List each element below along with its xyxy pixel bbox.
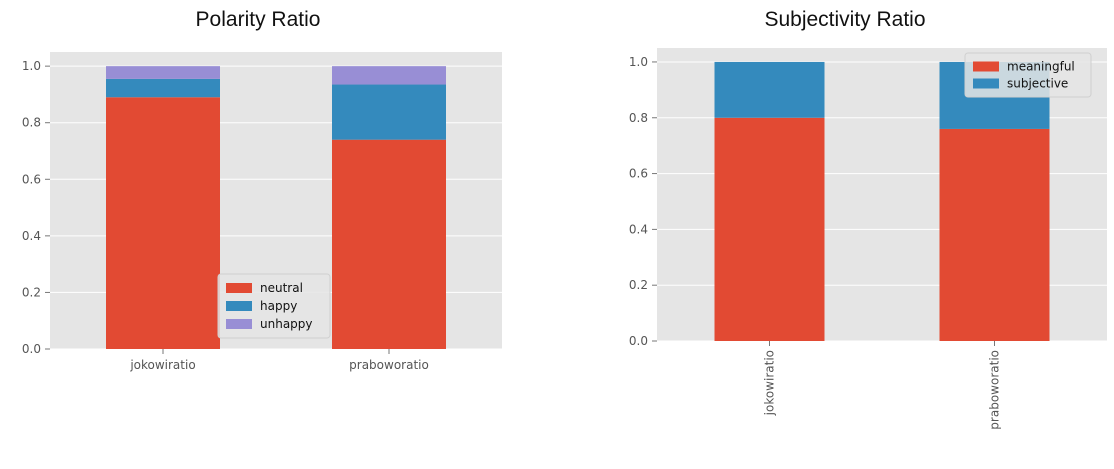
y-tick-label: 1.0 xyxy=(629,55,648,69)
bar-segment-subjective xyxy=(714,61,825,118)
legend-label: subjective xyxy=(1007,77,1068,91)
y-tick-label: 0.6 xyxy=(629,167,648,181)
bar-segment-neutral xyxy=(106,97,220,349)
subjectivity-chart-svg: 0.0 0.2 0.4 0.6 0.8 1.0 jokowiratio praboworati… xyxy=(629,48,1107,430)
y-tick-label: 0.0 xyxy=(22,342,41,356)
subjectivity-chart: Subjectivity Ratio 0.0 0.2 0.4 0.6 0.8 1.0 jok… xyxy=(557,0,1114,469)
y-tick-label: 1.0 xyxy=(22,59,41,73)
y-tick-label: 0.4 xyxy=(629,222,648,236)
y-tick-label: 0.2 xyxy=(22,285,41,299)
x-tick-label: praboworatio xyxy=(349,358,429,372)
bar-segment-happy xyxy=(332,84,446,140)
legend-label: happy xyxy=(260,299,297,313)
polarity-chart-svg: 0.0 0.2 0.4 0.6 0.8 1.0 jokowiratio praboworati… xyxy=(22,52,502,372)
legend-label: unhappy xyxy=(260,317,313,331)
y-tick-label: 0.8 xyxy=(629,111,648,125)
legend-label: meaningful xyxy=(1007,60,1075,74)
bar-segment-neutral xyxy=(332,139,446,349)
bar-segment-happy xyxy=(106,78,220,98)
y-tick-label: 0.8 xyxy=(22,116,41,130)
y-tick-label: 0.6 xyxy=(22,172,41,186)
legend: meaningful subjective xyxy=(964,52,1092,98)
legend-swatch-neutral xyxy=(226,283,252,293)
x-tick-label: praboworatio xyxy=(988,350,1002,430)
bar-segment-unhappy xyxy=(332,66,446,85)
legend-swatch-unhappy xyxy=(226,319,252,329)
chart-title: Subjectivity Ratio xyxy=(764,8,926,31)
chart-title: Polarity Ratio xyxy=(195,8,321,31)
legend-swatch-subjective xyxy=(973,78,999,89)
bar-segment-meaningful xyxy=(939,128,1050,341)
legend-label: neutral xyxy=(260,281,303,295)
y-tick-label: 0.0 xyxy=(629,334,648,348)
polarity-chart: Polarity Ratio 0.0 0.2 0.4 0.6 0.8 1.0 jokowir… xyxy=(22,8,502,372)
legend-swatch-meaningful xyxy=(973,61,999,72)
legend-swatch-happy xyxy=(226,301,252,311)
x-tick-label: jokowiratio xyxy=(763,350,777,416)
bar-segment-unhappy xyxy=(106,66,220,79)
y-tick-label: 0.4 xyxy=(22,229,41,243)
y-tick-label: 0.2 xyxy=(629,278,648,292)
legend: neutral happy unhappy xyxy=(217,273,331,339)
x-tick-label: jokowiratio xyxy=(129,358,195,372)
bar-segment-meaningful xyxy=(714,117,825,341)
